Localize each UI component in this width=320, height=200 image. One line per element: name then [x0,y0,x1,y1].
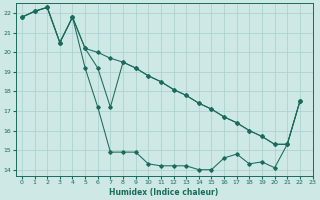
X-axis label: Humidex (Indice chaleur): Humidex (Indice chaleur) [109,188,219,197]
